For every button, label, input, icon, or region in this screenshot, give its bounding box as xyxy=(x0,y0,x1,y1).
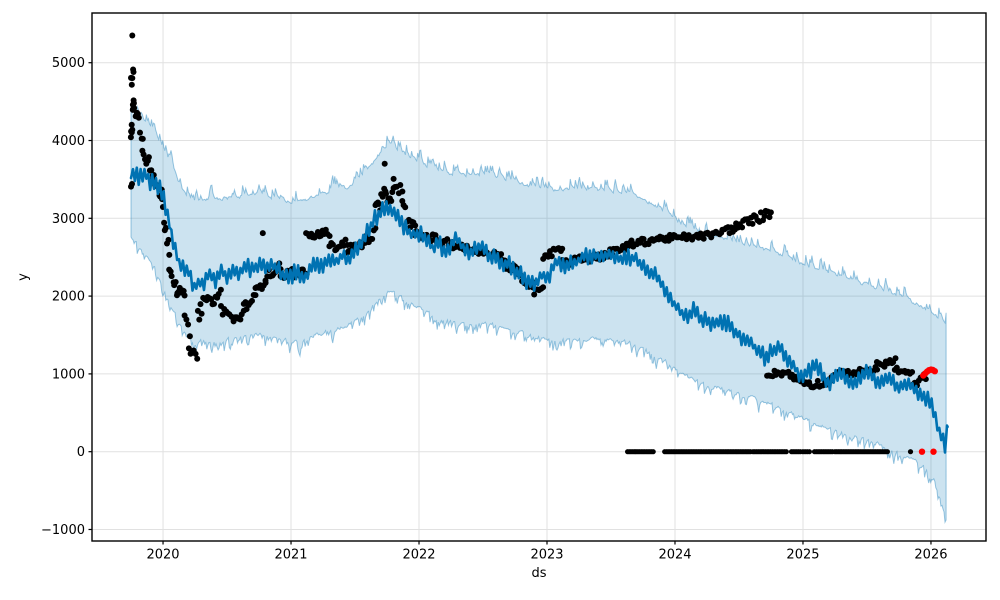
x-tick-label: 2024 xyxy=(658,548,691,563)
y-axis-label: y xyxy=(16,273,31,281)
y-tick-label: 0 xyxy=(77,445,85,460)
y-tick-label: 5000 xyxy=(52,56,85,71)
y-tick-label: 4000 xyxy=(52,134,85,149)
x-tick-label: 2021 xyxy=(274,548,307,563)
x-tick-label: 2025 xyxy=(786,548,819,563)
y-tick-label: 1000 xyxy=(52,367,85,382)
uncertainty-band xyxy=(130,103,947,524)
observed-zero-row xyxy=(625,449,914,455)
x-tick-label: 2020 xyxy=(146,548,179,563)
y-tick-label: 3000 xyxy=(52,212,85,227)
y-axis: −1000 0 1000 2000 3000 4000 5000 xyxy=(41,56,92,538)
y-axis-title: y xyxy=(16,273,31,281)
x-tick-label: 2026 xyxy=(914,548,947,563)
x-axis: 2020 2021 2022 2023 2024 2025 2026 xyxy=(146,541,948,563)
y-tick-label: 2000 xyxy=(52,290,85,305)
y-tick-label: −1000 xyxy=(41,523,85,538)
x-axis-title: ds xyxy=(531,566,546,581)
highlighted-points xyxy=(918,366,938,455)
x-tick-label: 2023 xyxy=(530,548,563,563)
forecast-line xyxy=(129,166,949,454)
x-tick-label: 2022 xyxy=(402,548,435,563)
plot-frame xyxy=(91,12,987,542)
x-axis-label: ds xyxy=(531,566,546,581)
